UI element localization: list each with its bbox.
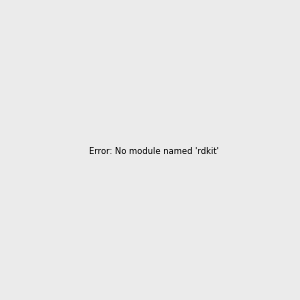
Text: Error: No module named 'rdkit': Error: No module named 'rdkit': [89, 147, 219, 156]
